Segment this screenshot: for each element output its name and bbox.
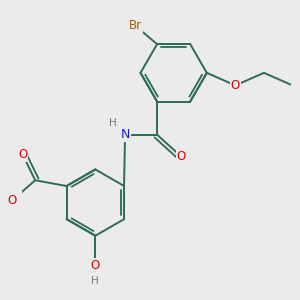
Text: Br: Br — [129, 19, 142, 32]
Text: O: O — [231, 79, 240, 92]
Text: O: O — [8, 194, 17, 207]
Text: H: H — [109, 118, 116, 128]
Text: O: O — [176, 150, 186, 163]
Text: H: H — [92, 277, 99, 286]
Text: O: O — [18, 148, 27, 161]
Text: N: N — [120, 128, 130, 141]
Text: O: O — [91, 259, 100, 272]
